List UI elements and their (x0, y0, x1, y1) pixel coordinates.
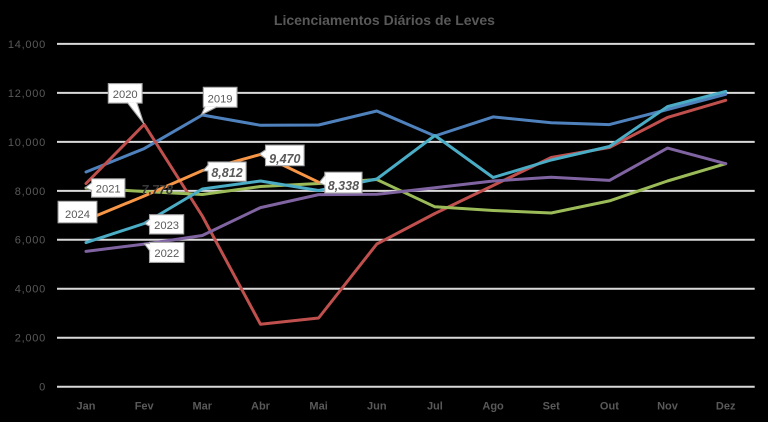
svg-text:Jun: Jun (367, 401, 387, 413)
svg-text:10,000: 10,000 (8, 137, 46, 149)
svg-text:9,470: 9,470 (269, 152, 300, 166)
svg-text:8,338: 8,338 (328, 179, 359, 193)
svg-text:Abr: Abr (251, 401, 271, 413)
svg-text:2021: 2021 (96, 184, 121, 196)
svg-text:Fev: Fev (135, 401, 155, 413)
svg-text:Ago: Ago (482, 401, 504, 413)
svg-text:2020: 2020 (113, 89, 138, 101)
svg-text:Licenciamentos Diários de Leve: Licenciamentos Diários de Leves (274, 12, 495, 28)
svg-text:8,812: 8,812 (211, 166, 242, 180)
svg-text:Jan: Jan (77, 401, 96, 413)
svg-text:Set: Set (543, 401, 560, 413)
svg-text:14,000: 14,000 (8, 39, 46, 51)
svg-text:Dez: Dez (716, 401, 736, 413)
svg-text:0: 0 (39, 382, 46, 394)
svg-text:8,000: 8,000 (15, 186, 46, 198)
svg-text:6,000: 6,000 (15, 235, 46, 247)
svg-text:2019: 2019 (208, 94, 233, 106)
svg-text:Jul: Jul (427, 401, 443, 413)
svg-text:Mar: Mar (193, 401, 213, 413)
svg-text:2024: 2024 (65, 209, 90, 221)
svg-text:2023: 2023 (154, 220, 179, 232)
svg-text:Mai: Mai (309, 401, 327, 413)
svg-text:2,000: 2,000 (15, 333, 46, 345)
svg-text:Out: Out (600, 401, 619, 413)
svg-text:12,000: 12,000 (8, 88, 46, 100)
svg-text:4,000: 4,000 (15, 284, 46, 296)
svg-text:7,778: 7,778 (142, 183, 174, 197)
svg-text:2022: 2022 (154, 248, 179, 260)
svg-text:Nov: Nov (657, 401, 679, 413)
